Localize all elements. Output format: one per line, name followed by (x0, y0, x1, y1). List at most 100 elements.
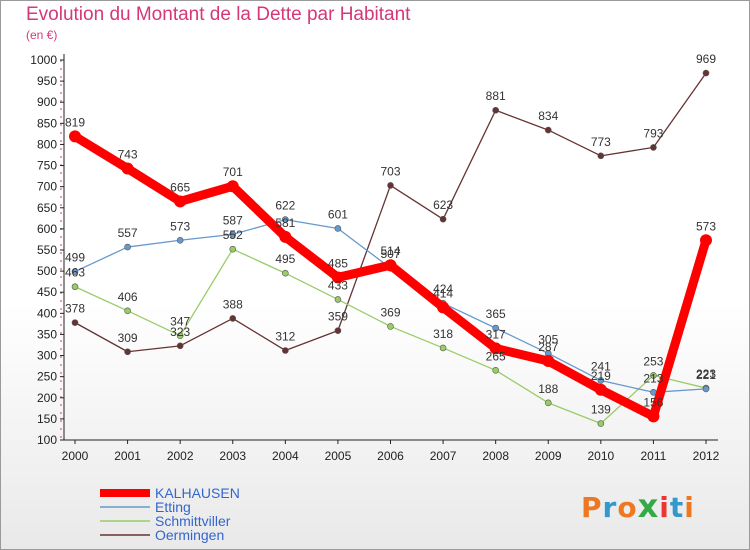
data-point-schmittviller (334, 296, 342, 303)
data-point-kalhausen (69, 130, 81, 143)
data-point-schmittviller (387, 323, 394, 330)
data-point-oermingen (650, 144, 657, 151)
data-label-schmittviller: 223 (696, 367, 716, 381)
logo-letter: P (581, 491, 603, 524)
x-tick-label: 2012 (693, 449, 720, 463)
y-tick-label: 900 (37, 95, 57, 109)
data-label-kalhausen: 665 (170, 180, 190, 194)
data-point-kalhausen (279, 230, 292, 243)
data-label-kalhausen: 219 (591, 369, 611, 383)
data-label-schmittviller: 318 (433, 327, 453, 341)
y-tick-label: 250 (37, 370, 57, 384)
data-label-kalhausen: 156 (643, 395, 663, 409)
y-tick-label: 450 (37, 285, 57, 299)
legend-label-schmittviller: Schmittviller (155, 513, 231, 529)
data-label-etting: 587 (223, 213, 243, 227)
data-label-oermingen: 378 (65, 302, 85, 316)
data-point-schmittviller (439, 344, 447, 352)
data-point-oermingen (176, 342, 184, 350)
data-label-etting: 507 (380, 247, 400, 261)
logo-letter: x (637, 487, 660, 525)
data-point-kalhausen (594, 383, 607, 396)
data-label-oermingen: 969 (696, 52, 716, 66)
data-label-schmittviller: 139 (591, 403, 611, 417)
y-tick-label: 100 (37, 433, 57, 447)
y-tick-label: 200 (37, 391, 57, 405)
x-tick-label: 2004 (272, 449, 299, 463)
data-label-kalhausen: 414 (433, 286, 453, 300)
data-label-oermingen: 881 (486, 89, 506, 103)
data-label-kalhausen: 514 (380, 244, 400, 258)
data-label-schmittviller: 188 (538, 382, 558, 396)
data-point-kalhausen (542, 355, 555, 368)
data-label-schmittviller: 463 (65, 266, 85, 280)
data-label-oermingen: 834 (538, 109, 558, 123)
data-point-kalhausen (226, 180, 239, 193)
data-point-schmittviller (597, 420, 605, 427)
data-point-etting (229, 231, 237, 238)
data-point-schmittviller (124, 307, 131, 315)
data-point-oermingen (387, 182, 394, 189)
data-label-schmittviller: 406 (118, 290, 138, 304)
data-point-kalhausen (174, 195, 187, 208)
x-tick-label: 2007 (430, 449, 457, 463)
proxiti-logo: Proxiti (581, 487, 695, 525)
data-point-schmittviller (71, 283, 79, 291)
data-label-kalhausen: 485 (328, 256, 348, 270)
logo-letter: i (659, 491, 670, 524)
data-label-etting: 365 (486, 307, 506, 321)
data-label-oermingen: 323 (170, 325, 190, 339)
y-tick-label: 600 (37, 222, 57, 236)
data-point-schmittviller (229, 245, 237, 253)
data-label-oermingen: 388 (223, 297, 243, 311)
logo-letter: i (684, 491, 695, 524)
data-point-oermingen (702, 69, 710, 77)
data-label-oermingen: 359 (328, 310, 348, 324)
data-point-etting (124, 243, 131, 251)
data-point-kalhausen (489, 342, 502, 355)
data-point-kalhausen (384, 259, 397, 272)
y-tick-label: 550 (37, 243, 57, 257)
data-label-etting: 499 (65, 251, 85, 265)
data-label-schmittviller: 495 (275, 252, 295, 266)
x-tick-label: 2000 (62, 449, 89, 463)
data-label-schmittviller: 347 (170, 315, 190, 329)
y-tick-label: 500 (37, 264, 57, 278)
data-label-schmittviller: 552 (223, 228, 243, 242)
data-point-etting (492, 324, 499, 332)
data-point-schmittviller (176, 332, 184, 340)
data-point-oermingen (544, 126, 552, 134)
data-label-etting: 601 (328, 207, 348, 221)
data-label-kalhausen: 743 (118, 148, 138, 162)
y-tick-label: 1000 (30, 53, 57, 67)
y-tick-label: 650 (37, 201, 57, 215)
y-tick-label: 850 (37, 116, 57, 130)
data-label-kalhausen: 317 (486, 327, 506, 341)
data-label-schmittviller: 369 (380, 305, 400, 319)
legend-label-etting: Etting (155, 499, 191, 515)
data-point-schmittviller (282, 269, 289, 277)
x-tick-label: 2011 (641, 449, 667, 463)
data-label-schmittviller: 433 (328, 278, 348, 292)
data-point-etting (334, 225, 342, 232)
logo-letter: t (669, 491, 685, 524)
x-tick-label: 2009 (535, 449, 562, 463)
data-point-kalhausen (331, 271, 344, 284)
data-point-oermingen (124, 348, 131, 356)
y-tick-label: 350 (37, 327, 57, 341)
data-point-oermingen (597, 152, 605, 160)
data-label-etting: 557 (118, 226, 138, 240)
data-label-kalhausen: 573 (696, 219, 716, 233)
data-point-oermingen (282, 347, 289, 354)
data-label-oermingen: 623 (433, 198, 453, 212)
data-point-etting (702, 385, 710, 393)
legend-label-oermingen: Oermingen (155, 527, 224, 543)
y-tick-label: 800 (37, 137, 57, 151)
data-point-oermingen (71, 319, 79, 326)
data-point-etting (176, 236, 184, 244)
data-label-etting: 241 (591, 359, 611, 373)
data-label-etting: 221 (696, 368, 716, 382)
legend-label-kalhausen: KALHAUSEN (155, 485, 240, 501)
data-point-etting (282, 216, 289, 223)
